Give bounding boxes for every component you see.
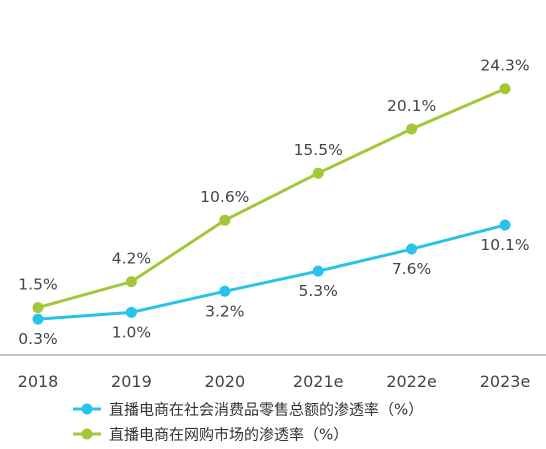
data-point-0-5 <box>499 219 511 231</box>
data-label-1-3: 15.5% <box>294 141 343 159</box>
data-label-1-4: 20.1% <box>387 97 436 115</box>
data-point-0-2 <box>219 285 231 297</box>
x-tick-label: 2023e <box>480 372 531 391</box>
data-point-1-4 <box>406 123 418 135</box>
series-line-1 <box>37 87 506 310</box>
data-label-1-0: 1.5% <box>18 276 57 294</box>
x-tick-label: 2021e <box>293 372 344 391</box>
legend-label-1: 直播电商在网购市场的渗透率（%） <box>109 426 348 444</box>
legend-marker-1 <box>81 428 93 440</box>
series-layer: 0.3% 1.0% 3.2% 5.3% 7.6% 10.1% 1.5% 4.2% 10.6% 15… <box>18 57 529 348</box>
data-point-1-1 <box>125 276 137 288</box>
data-label-0-5: 10.1% <box>480 236 529 254</box>
legend-label-0: 直播电商在社会消费品零售总额的渗透率（%） <box>109 401 423 419</box>
x-tick-labels: 2018 2019 2020 2021e 2022e 2023e <box>18 372 531 391</box>
data-label-0-0: 0.3% <box>18 330 57 348</box>
series-line-0 <box>37 223 506 321</box>
data-label-0-1: 1.0% <box>112 323 151 341</box>
x-tick-label: 2018 <box>18 372 59 391</box>
data-point-0-0 <box>32 313 44 325</box>
data-label-0-4: 7.6% <box>392 260 431 278</box>
x-tick-label: 2022e <box>386 372 437 391</box>
legend: 直播电商在社会消费品零售总额的渗透率（%） 直播电商在网购市场的渗透率（%） <box>73 401 423 444</box>
data-point-0-3 <box>312 265 324 277</box>
x-tick-label: 2020 <box>204 372 245 391</box>
data-point-1-2 <box>219 214 231 226</box>
data-point-1-0 <box>32 302 44 314</box>
data-point-0-1 <box>125 306 137 318</box>
data-point-1-5 <box>499 83 511 95</box>
data-label-0-3: 5.3% <box>299 282 338 300</box>
x-tick-label: 2019 <box>111 372 152 391</box>
data-point-1-3 <box>312 167 324 179</box>
data-label-1-1: 4.2% <box>112 250 151 268</box>
legend-marker-0 <box>81 403 93 415</box>
data-label-1-5: 24.3% <box>480 57 529 75</box>
data-label-0-2: 3.2% <box>205 302 244 320</box>
data-point-0-4 <box>406 243 418 255</box>
data-label-1-2: 10.6% <box>200 188 249 206</box>
